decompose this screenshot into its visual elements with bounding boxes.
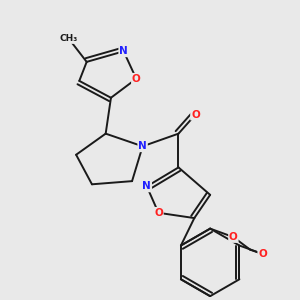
Text: O: O (154, 208, 163, 218)
Text: N: N (119, 46, 128, 56)
Text: N: N (138, 141, 147, 151)
Text: O: O (132, 74, 141, 84)
Text: N: N (142, 182, 151, 191)
Text: O: O (191, 110, 200, 120)
Text: CH₃: CH₃ (60, 34, 78, 43)
Text: O: O (229, 232, 238, 242)
Text: O: O (258, 249, 267, 259)
